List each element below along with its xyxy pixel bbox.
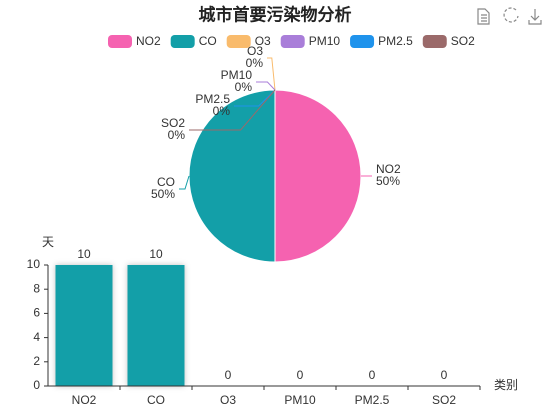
bar-value-label: 0	[225, 368, 232, 382]
bar-value-label: 0	[441, 368, 448, 382]
bar-value-label: 10	[149, 247, 163, 261]
pie-label-name: PM10	[221, 68, 253, 82]
legend-label[interactable]: PM2.5	[378, 34, 413, 48]
y-axis-title: 天	[42, 235, 54, 249]
label-line	[234, 89, 276, 107]
legend-swatch[interactable]	[108, 35, 132, 48]
pie-label-value: 0%	[246, 56, 264, 70]
x-tick-label: SO2	[432, 393, 456, 407]
toolbox[interactable]	[477, 7, 542, 25]
restore-icon[interactable]	[503, 7, 519, 23]
save-icon[interactable]	[528, 9, 542, 25]
x-tick-label: PM10	[284, 393, 316, 407]
x-tick-label: PM2.5	[355, 393, 390, 407]
legend-label[interactable]: O3	[255, 34, 271, 48]
pie-label-value: 50%	[151, 187, 175, 201]
legend: NO2 CO O3 PM10 PM2.5 SO2	[108, 34, 475, 48]
legend-label[interactable]: SO2	[451, 34, 475, 48]
label-line	[256, 81, 276, 91]
bar	[127, 265, 185, 386]
pie-label-name: NO2	[376, 162, 401, 176]
chart-title: 城市首要污染物分析	[199, 4, 352, 24]
legend-swatch[interactable]	[170, 35, 195, 48]
y-tick-label: 8	[33, 281, 40, 295]
pie-label-name: PM2.5	[195, 92, 230, 106]
y-tick-label: 10	[27, 257, 41, 271]
bar-value-label: 0	[297, 368, 304, 382]
y-tick-label: 2	[33, 354, 40, 368]
pie-label-name: SO2	[161, 116, 185, 130]
y-tick-label: 6	[33, 306, 40, 320]
x-tick-label: NO2	[72, 393, 97, 407]
bar-value-label: 10	[77, 247, 91, 261]
label-line	[267, 57, 276, 91]
legend-swatch[interactable]	[422, 35, 447, 48]
pie-slice	[188, 89, 276, 263]
pie-label-value: 0%	[235, 80, 253, 94]
label-line	[179, 175, 190, 190]
legend-swatch[interactable]	[280, 35, 305, 48]
y-tick-label: 4	[33, 330, 40, 344]
pie-label-value: 0%	[213, 104, 231, 118]
x-tick-label: O3	[220, 393, 236, 407]
legend-swatch[interactable]	[226, 35, 251, 48]
pie-label-name: O3	[247, 44, 263, 58]
pie-label-name: CO	[157, 175, 175, 189]
bar-value-label: 0	[369, 368, 376, 382]
legend-label[interactable]: PM10	[309, 34, 341, 48]
label-line	[189, 89, 276, 131]
data-view-icon[interactable]	[477, 8, 490, 25]
x-axis-title: 类别	[494, 378, 518, 392]
x-tick-label: CO	[147, 393, 165, 407]
y-tick-label: 0	[33, 378, 40, 392]
pie-slice	[274, 89, 362, 263]
pie-label-value: 50%	[376, 174, 400, 188]
legend-label[interactable]: CO	[199, 34, 217, 48]
legend-swatch[interactable]	[350, 35, 375, 48]
pie-label-value: 0%	[168, 128, 186, 142]
bar	[55, 265, 113, 386]
legend-label[interactable]: NO2	[136, 34, 161, 48]
